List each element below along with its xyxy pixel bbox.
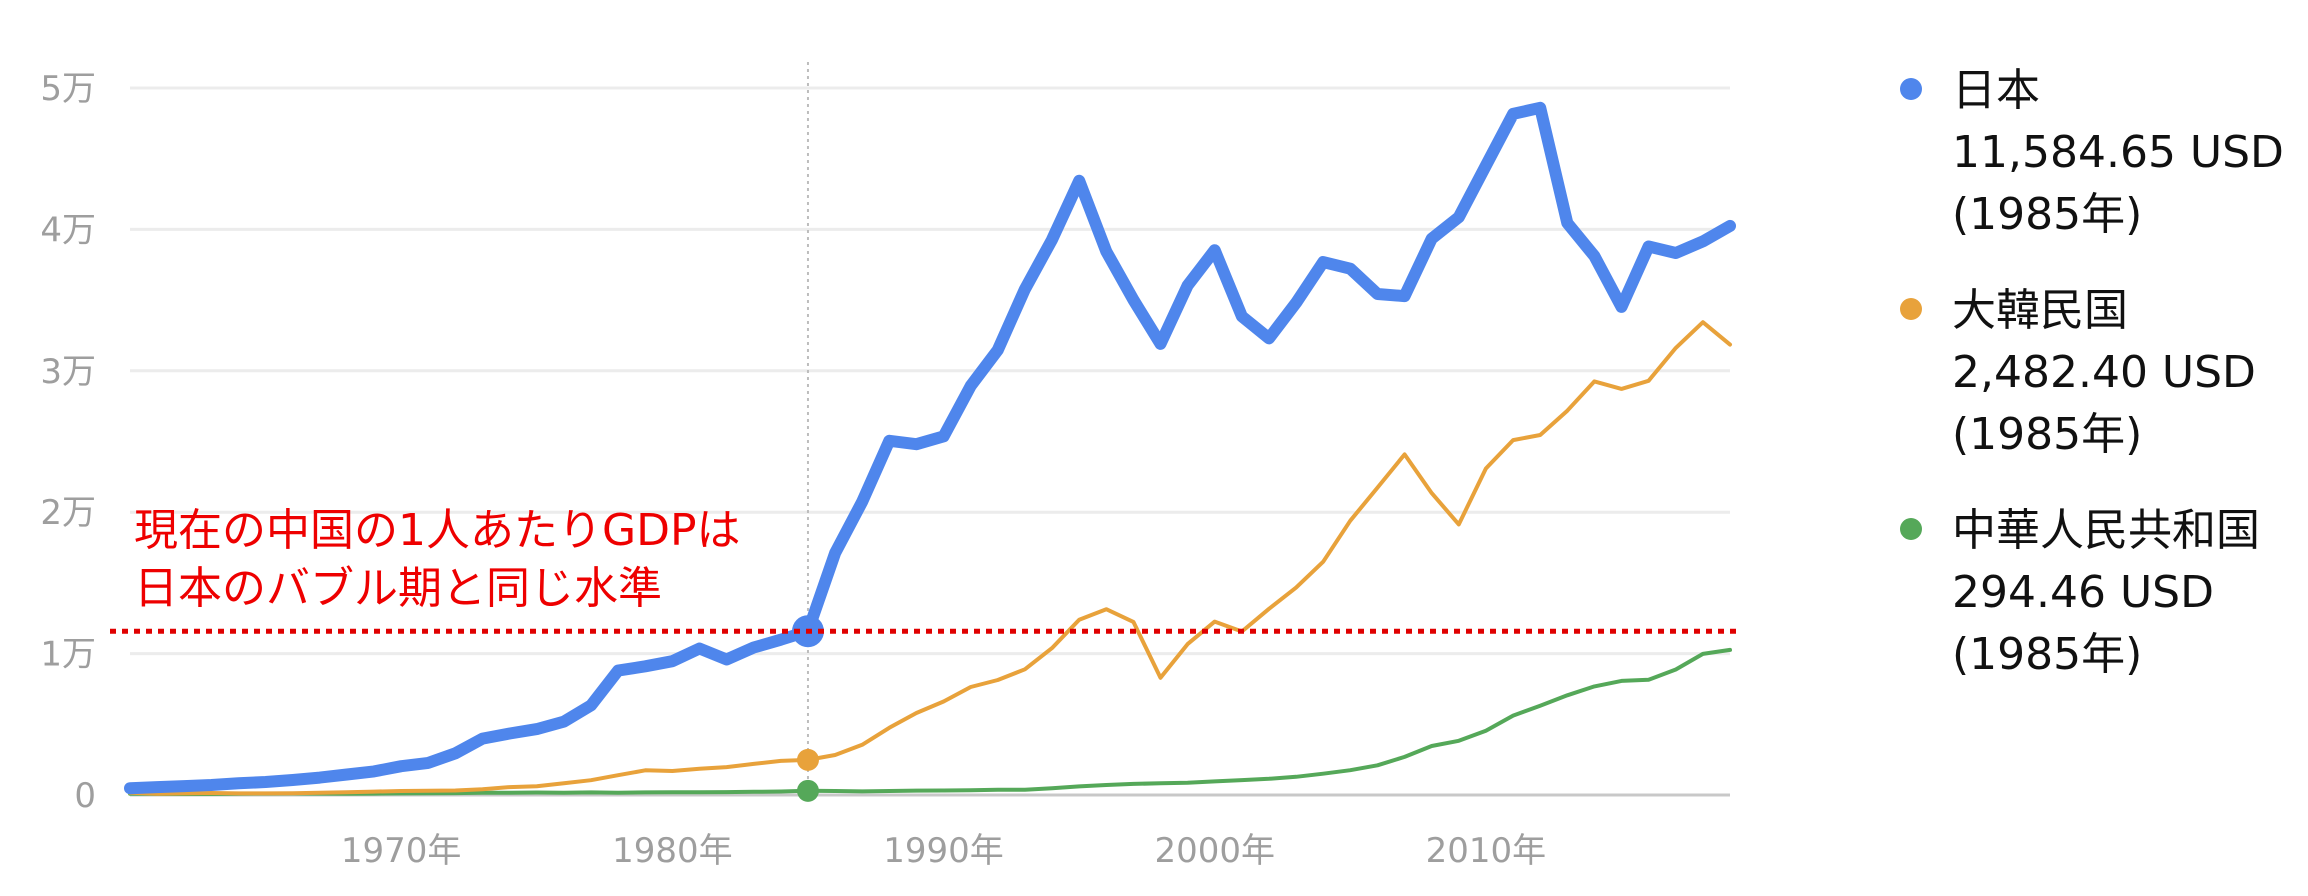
y-tick-label: 3万 xyxy=(40,352,96,392)
highlight-point-1 xyxy=(796,748,819,771)
annotation-text: 日本のバブル期と同じ水準 xyxy=(134,563,662,614)
y-tick-label: 2万 xyxy=(40,493,96,533)
legend-item-korea[interactable]: 大韓民国 2,482.40 USD (1985年) xyxy=(1896,280,2306,466)
x-tick-label: 1980年 xyxy=(612,831,733,871)
legend-series-year: (1985年) xyxy=(1952,629,2143,680)
series-line-2 xyxy=(128,647,1732,796)
y-tick-label: 4万 xyxy=(40,210,96,250)
x-tick-label: 2000年 xyxy=(1154,831,1275,871)
legend-item-japan[interactable]: 日本 11,584.65 USD (1985年) xyxy=(1896,60,2306,246)
legend-dot-icon xyxy=(1900,78,1922,100)
legend-series-value: 11,584.65 USD xyxy=(1952,127,2284,178)
x-tick-label: 1970年 xyxy=(341,831,462,871)
legend-dot-icon xyxy=(1900,518,1922,540)
series-line-1 xyxy=(128,320,1732,796)
legend-item-china[interactable]: 中華人民共和国 294.46 USD (1985年) xyxy=(1896,500,2306,686)
gdp-per-capita-chart: 0 1万 2万 3万 4万 5万 1970年 1980年 1990年 2000年 2010年 現在… xyxy=(40,62,1740,871)
y-tick-label: 0 xyxy=(74,776,96,816)
grid xyxy=(130,62,1730,797)
x-tick-label: 2010年 xyxy=(1426,831,1547,871)
y-tick-label: 1万 xyxy=(40,635,96,675)
legend-series-name: 中華人民共和国 xyxy=(1952,505,2260,556)
x-tick-label: 1990年 xyxy=(883,831,1004,871)
highlight-point-2 xyxy=(796,779,819,802)
legend-dot-icon xyxy=(1900,298,1922,320)
y-axis: 0 1万 2万 3万 4万 5万 xyxy=(40,69,96,816)
legend-series-value: 2,482.40 USD xyxy=(1952,347,2256,398)
y-tick-label: 5万 xyxy=(40,69,96,109)
series-line-0 xyxy=(124,101,1736,795)
legend-series-year: (1985年) xyxy=(1952,189,2143,240)
legend-series-name: 日本 xyxy=(1952,65,2040,116)
annotation-text: 現在の中国の1人あたりGDPは xyxy=(134,505,741,556)
legend-series-name: 大韓民国 xyxy=(1952,285,2128,336)
legend: 日本 11,584.65 USD (1985年) 大韓民国 2,482.40 U… xyxy=(1896,60,2306,720)
x-axis: 1970年 1980年 1990年 2000年 2010年 xyxy=(341,831,1546,871)
legend-series-value: 294.46 USD xyxy=(1952,567,2214,618)
legend-series-year: (1985年) xyxy=(1952,409,2143,460)
series-lines xyxy=(124,101,1736,802)
